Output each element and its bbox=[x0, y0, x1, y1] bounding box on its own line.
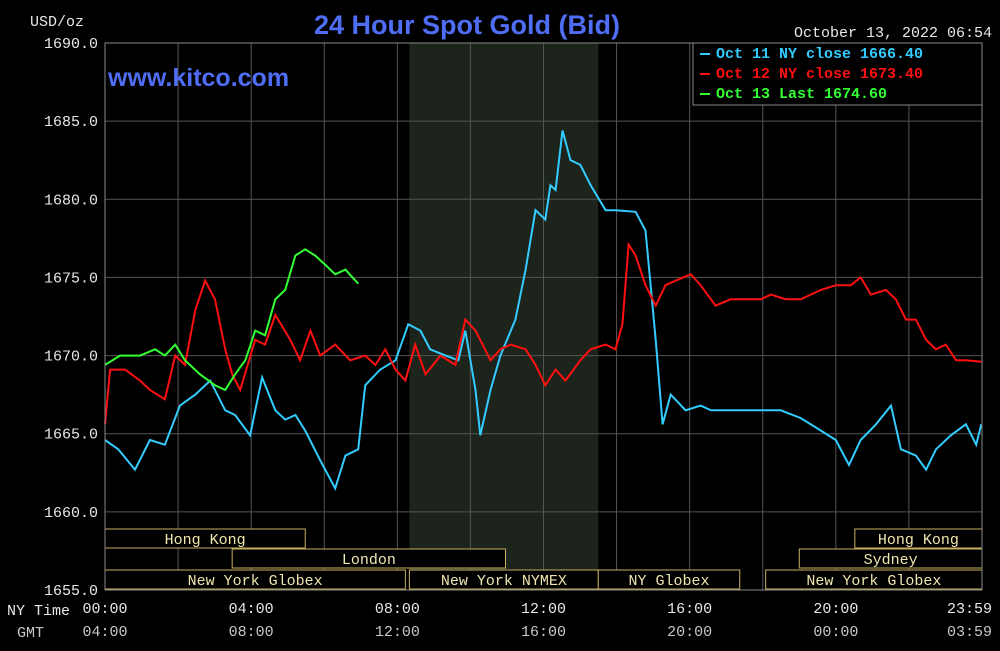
x2-axis-label: GMT bbox=[17, 625, 44, 642]
x-axis-label: NY Time bbox=[7, 603, 70, 620]
x-tick-label: 00:00 bbox=[82, 601, 127, 618]
series-line bbox=[104, 130, 983, 491]
sessions-layer: Hong Kong Hong Kong London Sydney New York G… bbox=[104, 528, 983, 590]
legend-label: Oct 11 NY close 1666.40 bbox=[716, 46, 923, 63]
session-label: New York Globex bbox=[806, 573, 941, 590]
y-tick-label: 1690.0 bbox=[44, 36, 98, 53]
chart-title: 24 Hour Spot Gold (Bid) bbox=[314, 10, 620, 40]
x-tick-label: 08:00 bbox=[375, 601, 420, 618]
shade-layer bbox=[409, 43, 599, 590]
x2-tick-label: 16:00 bbox=[521, 624, 566, 641]
legend-label: Oct 12 NY close 1673.40 bbox=[716, 66, 923, 83]
timestamp: October 13, 2022 06:54 bbox=[794, 25, 992, 42]
lines-layer bbox=[104, 130, 983, 491]
session-box bbox=[597, 569, 741, 590]
x2-tick-label: 20:00 bbox=[667, 624, 712, 641]
x-tick-label: 12:00 bbox=[521, 601, 566, 618]
session-label: Hong Kong bbox=[165, 532, 246, 549]
legend-box bbox=[692, 42, 983, 106]
y-tick-label: 1680.0 bbox=[44, 192, 98, 209]
x-tick-label: 04:00 bbox=[229, 601, 274, 618]
session-label: New York NYMEX bbox=[441, 573, 567, 590]
y-tick-label: 1670.0 bbox=[44, 349, 98, 366]
y-tick-label: 1685.0 bbox=[44, 114, 98, 131]
session-label: NY Globex bbox=[629, 573, 710, 590]
legend: Oct 11 NY close 1666.40 Oct 12 NY close 1… bbox=[692, 42, 983, 106]
session-label: Sydney bbox=[864, 552, 918, 569]
x-tick-label: 20:00 bbox=[813, 601, 858, 618]
session-label: Hong Kong bbox=[878, 532, 959, 549]
x2-tick-label: 03:59 bbox=[947, 624, 992, 641]
shaded-range bbox=[409, 43, 599, 590]
session-label: London bbox=[342, 552, 396, 569]
x-tick-label: 16:00 bbox=[667, 601, 712, 618]
y-axis-label: USD/oz bbox=[30, 14, 84, 31]
x2-tick-label: 12:00 bbox=[375, 624, 420, 641]
legend-label: Oct 13 Last 1674.60 bbox=[716, 86, 887, 103]
plot-frame bbox=[104, 42, 983, 591]
watermark: www.kitco.com bbox=[107, 64, 289, 92]
x-tick-label: 23:59 bbox=[947, 601, 992, 618]
x2-tick-label: 08:00 bbox=[229, 624, 274, 641]
series-line bbox=[104, 248, 359, 392]
y-tick-label: 1665.0 bbox=[44, 427, 98, 444]
x2-tick-label: 00:00 bbox=[813, 624, 858, 641]
x2-tick-label: 04:00 bbox=[82, 624, 127, 641]
y-tick-label: 1655.0 bbox=[44, 583, 98, 600]
series-line bbox=[104, 241, 982, 425]
y-tick-label: 1660.0 bbox=[44, 505, 98, 522]
y-tick-label: 1675.0 bbox=[44, 270, 98, 287]
session-box bbox=[231, 548, 506, 569]
session-label: New York Globex bbox=[188, 573, 323, 590]
